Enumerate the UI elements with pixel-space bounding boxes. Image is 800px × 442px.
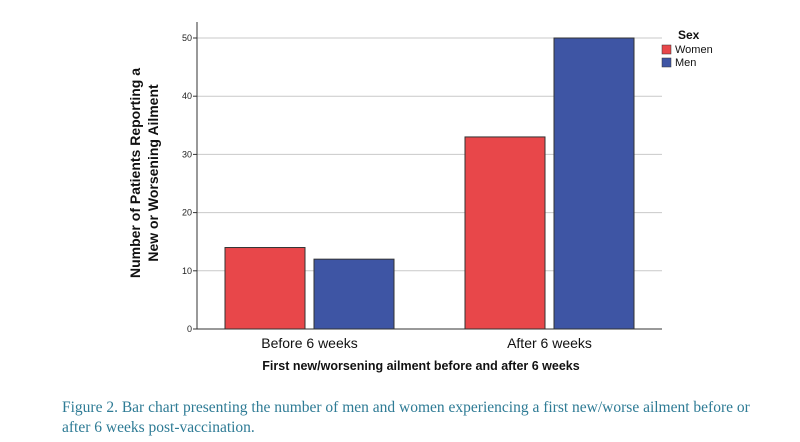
y-tick-label: 50 bbox=[182, 33, 192, 43]
y-tick-label: 40 bbox=[182, 91, 192, 101]
bars bbox=[224, 37, 635, 330]
y-tick-label: 20 bbox=[182, 208, 192, 218]
y-axis-label-line-2: New or Worsening Ailment bbox=[145, 84, 161, 262]
y-axis-ticks: 0 10 20 30 40 50 bbox=[182, 33, 197, 334]
y-tick-label: 10 bbox=[182, 266, 192, 276]
x-category-label: Before 6 weeks bbox=[261, 335, 358, 351]
legend: Sex Women Men bbox=[661, 28, 713, 69]
figure-caption: Figure 2. Bar chart presenting the numbe… bbox=[62, 399, 750, 436]
bar-men-after bbox=[553, 37, 635, 330]
legend-label-women: Women bbox=[675, 44, 713, 56]
legend-label-men: Men bbox=[675, 57, 696, 69]
y-tick-label: 30 bbox=[182, 149, 192, 159]
x-category-label: After 6 weeks bbox=[507, 335, 592, 351]
legend-swatch-men bbox=[661, 57, 672, 68]
legend-swatch-women bbox=[661, 44, 672, 55]
bar-women-before bbox=[224, 247, 306, 330]
legend-title: Sex bbox=[678, 28, 700, 42]
x-axis-categories: Before 6 weeks After 6 weeks bbox=[261, 335, 592, 351]
bar-women-after bbox=[464, 136, 546, 330]
y-tick-label: 0 bbox=[187, 324, 192, 334]
y-axis-label-line-1: Number of Patients Reporting a bbox=[127, 68, 143, 278]
bar-men-before bbox=[313, 258, 395, 330]
y-axis-label: Number of Patients Reporting a New or Wo… bbox=[127, 68, 161, 278]
x-axis-label: First new/worsening ailment before and a… bbox=[262, 359, 579, 373]
